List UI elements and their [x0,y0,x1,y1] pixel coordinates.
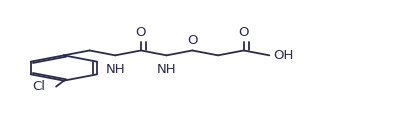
Text: O: O [239,26,249,39]
Text: Cl: Cl [33,80,45,93]
Text: NH: NH [157,63,176,76]
Text: O: O [136,26,146,39]
Text: OH: OH [274,49,294,62]
Text: NH: NH [105,63,125,76]
Text: O: O [187,34,198,47]
